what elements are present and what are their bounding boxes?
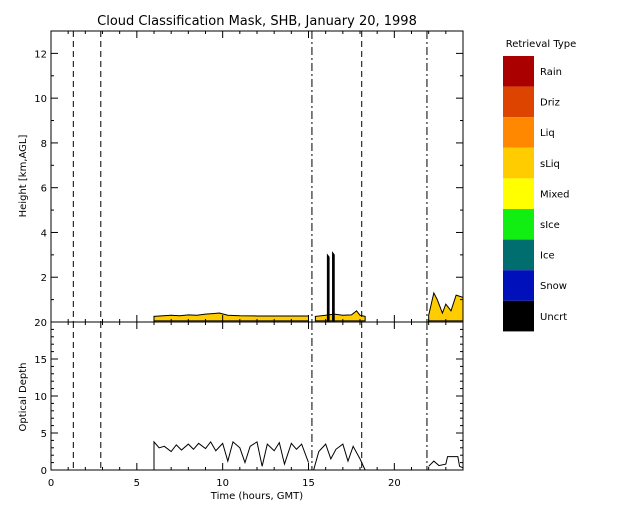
legend-swatch: [503, 239, 534, 271]
time-x-tick-label: 10: [216, 478, 229, 489]
height-panel-data: [153, 251, 464, 322]
legend-swatch: [503, 56, 534, 87]
optical-depth-y-label: Optical Depth: [18, 363, 29, 432]
height-y-tick-label: 2: [41, 273, 47, 284]
optical-depth-y-axis: 0 5 10 15 20: [34, 318, 463, 477]
legend-swatch: [503, 117, 534, 148]
time-x-tick-label: 15: [302, 478, 315, 489]
uncertain-cloud-mark: [332, 251, 335, 322]
legend-swatch: [503, 178, 534, 209]
height-panel-markers: [72, 31, 428, 322]
legend-swatch: [503, 300, 534, 332]
optical-depth-data: [153, 440, 464, 471]
optical-depth-y-tick-label: 0: [41, 466, 47, 477]
height-y-tick-label: 10: [34, 94, 47, 105]
uncertain-cloud-mark: [326, 253, 330, 322]
legend-swatch: [503, 270, 534, 301]
time-x-tick-label: 0: [48, 478, 54, 489]
optical-depth-line: [313, 443, 366, 471]
legend-label: Liq: [540, 128, 555, 139]
time-x-tick-label: 20: [388, 478, 401, 489]
height-y-tick-label: 8: [41, 139, 47, 150]
height-y-tick-label: 4: [41, 228, 47, 239]
legend-label: Rain: [540, 67, 562, 78]
cloud-layer-area: [153, 312, 309, 322]
legend-title: Retrieval Type: [506, 39, 577, 50]
height-y-label: Height [km,AGL]: [18, 135, 29, 218]
legend-swatch: [503, 209, 534, 240]
legend-label: Driz: [540, 98, 560, 109]
time-x-tick-label: 5: [134, 478, 140, 489]
legend-label: Snow: [540, 281, 567, 292]
optical-depth-markers: [72, 322, 428, 470]
height-y-axis: 2 4 6 8 10 12: [34, 30, 463, 323]
height-panel: 2 4 6 8 10 12 Height [km,AGL]: [18, 30, 464, 323]
retrieval-type-legend: Retrieval Type Rain Driz Liq sLiq Mixed sIce I…: [503, 39, 577, 332]
optical-depth-panel: 0 5 10 15 20 0 5 10 15 20 Optical Depth Time (ho…: [18, 31, 464, 502]
legend-label: Uncrt: [540, 312, 567, 323]
optical-depth-y-tick-label: 20: [34, 318, 47, 329]
legend-label: sLiq: [540, 159, 560, 170]
chart-title: Cloud Classification Mask, SHB, January …: [97, 14, 417, 29]
legend-label: Ice: [540, 251, 555, 262]
time-x-axis: 0 5 10 15 20: [48, 31, 464, 489]
optical-depth-y-tick-label: 5: [41, 429, 47, 440]
legend-swatch: [503, 86, 534, 118]
optical-depth-y-tick-label: 10: [34, 392, 47, 403]
height-y-tick-label: 6: [41, 184, 47, 195]
optical-depth-line: [153, 440, 309, 470]
legend-label: Mixed: [540, 189, 570, 200]
optical-depth-line: [428, 456, 464, 469]
height-y-tick-label: 12: [34, 49, 47, 60]
legend-label: sIce: [540, 220, 560, 231]
legend-swatch: [503, 147, 534, 179]
time-x-label: Time (hours, GMT): [210, 491, 304, 502]
optical-depth-y-tick-label: 15: [34, 355, 47, 366]
